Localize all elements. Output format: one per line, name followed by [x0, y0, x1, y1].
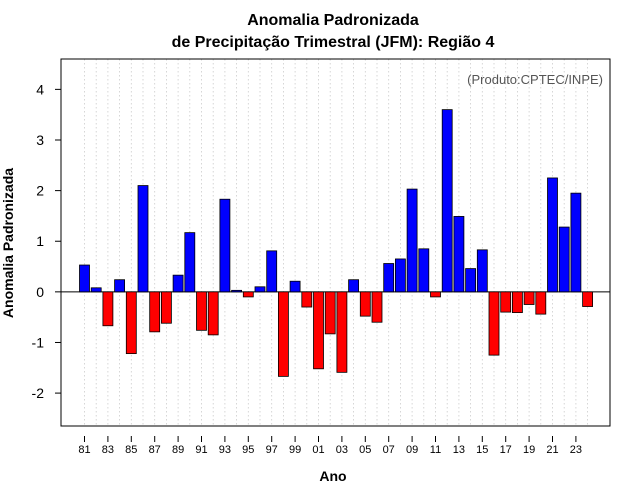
- x-tick-label: 13: [453, 444, 465, 456]
- bar-1994: [231, 289, 243, 293]
- chart-title-line-2: de Precipitação Trimestral (JFM): Região…: [172, 34, 495, 51]
- bars: [79, 109, 593, 377]
- x-tick-label: 97: [266, 444, 278, 456]
- bar-1985: [125, 291, 137, 355]
- bar-2018: [512, 291, 523, 314]
- bar-1990: [184, 232, 196, 293]
- bar-2004: [348, 279, 360, 293]
- x-tick-label: 83: [102, 444, 114, 456]
- x-tick-label: 23: [570, 444, 582, 456]
- y-tick-label: -2: [32, 385, 45, 401]
- bar-1992: [207, 291, 219, 336]
- x-axis-label: Ano: [319, 468, 346, 484]
- bar-2012: [441, 109, 453, 293]
- x-tick-label: 95: [242, 444, 254, 456]
- bar-1996: [254, 286, 266, 293]
- x-axis: 81 83 85 87 89 91 93 95 97 99 01 03 05 07 09 11 13 15 17 19…: [78, 436, 582, 456]
- x-tick-label: 01: [312, 444, 324, 456]
- bar-1983: [102, 291, 114, 327]
- x-tick-label: 21: [546, 444, 558, 456]
- bar-2023: [570, 192, 582, 293]
- bar-2003: [336, 291, 348, 373]
- x-tick-label: 99: [289, 444, 301, 456]
- bar-2006: [371, 291, 383, 323]
- y-tick-label: 3: [36, 132, 44, 148]
- bar-1989: [172, 274, 184, 293]
- x-tick-label: 91: [195, 444, 207, 456]
- bar-2017: [500, 291, 512, 313]
- bar-2015: [476, 249, 488, 293]
- x-tick-label: 05: [359, 444, 371, 456]
- bar-2021: [547, 177, 558, 293]
- bar-1987: [149, 291, 161, 333]
- bar-1988: [160, 291, 172, 324]
- bar-2020: [535, 291, 547, 315]
- x-tick-label: 89: [172, 444, 184, 456]
- bar-2022: [558, 226, 570, 293]
- x-tick-label: 15: [476, 444, 488, 456]
- x-tick-label: 87: [149, 444, 161, 456]
- bar-2014: [465, 268, 477, 293]
- bar-1982: [90, 287, 102, 293]
- x-tick-label: 07: [383, 444, 395, 456]
- y-tick-label: 2: [36, 183, 44, 199]
- x-tick-label: 85: [125, 444, 137, 456]
- bar-1984: [114, 279, 125, 293]
- y-tick-label: 0: [36, 284, 44, 300]
- bar-1986: [137, 185, 149, 293]
- bar-1997: [266, 250, 278, 293]
- bar-2001: [313, 291, 324, 370]
- x-tick-label: 19: [523, 444, 535, 456]
- plot-frame: [60, 58, 611, 427]
- bar-2008: [394, 258, 406, 293]
- x-tick-label: 03: [336, 444, 348, 456]
- x-tick-label: 93: [219, 444, 231, 456]
- bar-1991: [196, 291, 207, 331]
- bar-1998: [277, 291, 289, 377]
- grid-lines: [84, 59, 588, 426]
- bar-2019: [523, 291, 535, 305]
- bar-2010: [418, 248, 430, 293]
- bar-1999: [289, 280, 301, 293]
- bar-2011: [430, 291, 441, 298]
- x-tick-label: 81: [78, 444, 90, 456]
- x-tick-label: 09: [406, 444, 418, 456]
- y-axis-label: Anomalia Padronizada: [0, 168, 16, 318]
- bar-2002: [324, 291, 336, 335]
- bar-2013: [453, 216, 465, 293]
- x-tick-label: 17: [500, 444, 512, 456]
- bar-2000: [301, 291, 313, 308]
- bar-1993: [219, 198, 231, 293]
- y-tick-label: 1: [36, 233, 44, 249]
- y-tick-label: 4: [36, 81, 44, 97]
- bar-2016: [488, 291, 500, 356]
- bar-1981: [79, 264, 90, 293]
- y-axis: -2 -1 0 1 2 3 4: [32, 81, 61, 401]
- bar-2007: [383, 263, 395, 293]
- bar-2009: [406, 188, 418, 293]
- bar-2024: [582, 291, 593, 307]
- x-tick-label: 11: [430, 444, 441, 456]
- y-tick-label: -1: [32, 334, 45, 350]
- bar-2005: [359, 291, 371, 317]
- source-annotation: (Produto:CPTEC/INPE): [467, 72, 603, 87]
- bar-1995: [242, 291, 254, 298]
- chart-title-line-1: Anomalia Padronizada: [247, 12, 419, 29]
